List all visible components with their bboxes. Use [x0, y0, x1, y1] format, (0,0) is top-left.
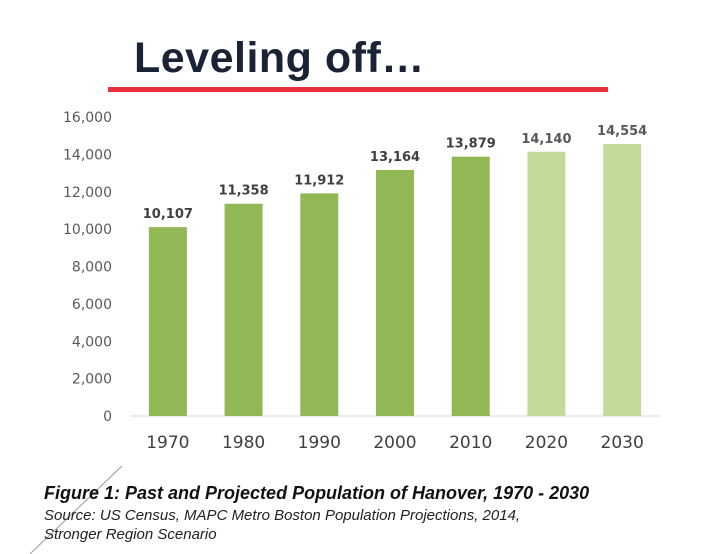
bar-historical [451, 156, 490, 417]
y-axis: 0 2,000 4,000 6,000 8,000 10,000 12,000 14,000 1… [63, 110, 112, 425]
x-tick-label: 2010 [449, 433, 492, 453]
caption-source-line2: Stronger Region Scenario [44, 526, 217, 543]
x-tick-label: 2020 [525, 433, 568, 453]
caption-source-line1: Source: US Census, MAPC Metro Boston Pop… [44, 507, 521, 524]
caption-source: Source: US Census, MAPC Metro Boston Pop… [44, 506, 589, 544]
y-tick-label: 10,000 [63, 222, 112, 238]
x-tick-label: 1980 [222, 433, 265, 453]
bar-historical [300, 193, 339, 416]
bar-value-label: 13,879 [446, 137, 496, 152]
bar-projected [603, 144, 642, 416]
y-tick-label: 8,000 [72, 260, 112, 276]
y-tick-label: 0 [103, 409, 112, 425]
y-tick-label: 6,000 [72, 297, 112, 313]
bar-value-label: 14,554 [597, 124, 647, 139]
y-tick-label: 4,000 [72, 334, 112, 350]
slide-title: Leveling off… [134, 34, 425, 82]
bars-group: 10,107 11,358 11,912 13,164 13,879 14,140 14,5… [143, 124, 647, 417]
bar-historical [224, 203, 263, 416]
bar-value-label: 11,358 [218, 184, 268, 199]
y-tick-label: 14,000 [63, 147, 112, 163]
bar-value-label: 11,912 [294, 173, 344, 188]
x-tick-label: 1990 [298, 433, 341, 453]
y-tick-label: 12,000 [63, 185, 112, 201]
y-tick-label: 16,000 [63, 110, 112, 126]
y-tick-label: 2,000 [72, 372, 112, 388]
figure-caption: Figure 1: Past and Projected Population … [44, 483, 589, 544]
bar-historical [148, 227, 187, 416]
caption-title: Figure 1: Past and Projected Population … [44, 483, 590, 503]
bar-projected [527, 151, 566, 416]
x-tick-label: 2000 [373, 433, 416, 453]
bar-value-label: 10,107 [143, 207, 193, 222]
x-tick-label: 2030 [601, 433, 644, 453]
title-underline [108, 87, 608, 92]
bar-value-label: 13,164 [370, 150, 420, 165]
population-bar-chart: 0 2,000 4,000 6,000 8,000 10,000 12,000 14,000 1… [63, 110, 660, 453]
x-tick-label: 1970 [146, 433, 189, 453]
x-axis: 1970 1980 1990 2000 2010 2020 2030 [146, 433, 644, 453]
bar-value-label: 14,140 [521, 132, 571, 147]
decorative-line [29, 465, 123, 554]
bar-historical [376, 169, 414, 416]
